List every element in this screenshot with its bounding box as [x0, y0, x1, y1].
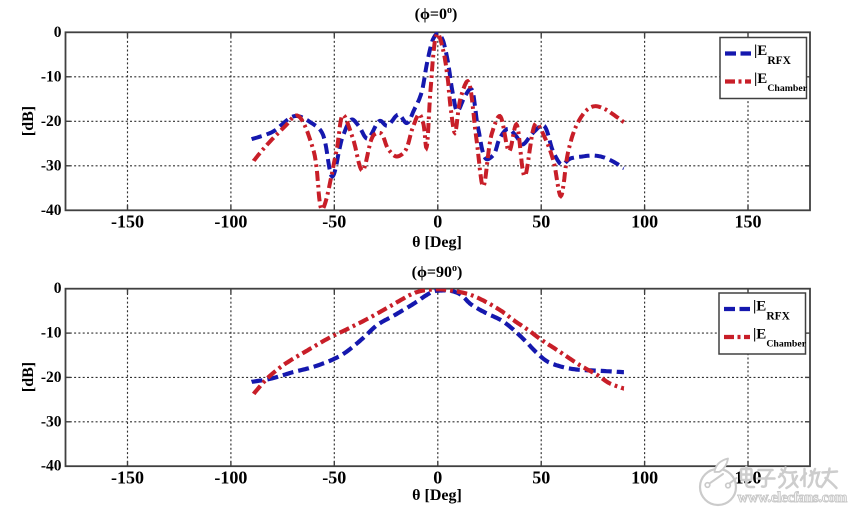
svg-text:-40: -40: [41, 202, 62, 219]
svg-text:θ [Deg]: θ [Deg]: [412, 487, 462, 504]
svg-text:-20: -20: [41, 369, 62, 386]
svg-text:150: 150: [735, 212, 762, 232]
svg-text:0: 0: [54, 24, 62, 41]
svg-text:(ϕ=90o): (ϕ=90o): [412, 263, 463, 281]
svg-text:0: 0: [433, 468, 442, 488]
svg-text:50: 50: [532, 468, 550, 488]
svg-text:100: 100: [631, 212, 658, 232]
svg-text:[dB]: [dB]: [20, 106, 37, 136]
svg-text:-10: -10: [41, 325, 62, 342]
svg-text:-30: -30: [41, 157, 62, 174]
svg-text:50: 50: [532, 212, 550, 232]
svg-text:www.elecfans.com: www.elecfans.com: [738, 490, 848, 506]
svg-text:-150: -150: [111, 468, 144, 488]
svg-text:0: 0: [433, 212, 442, 232]
svg-text:-20: -20: [41, 113, 62, 130]
svg-text:[dB]: [dB]: [20, 362, 37, 392]
svg-text:0: 0: [54, 280, 62, 297]
svg-text:-150: -150: [111, 212, 144, 232]
svg-text:-50: -50: [322, 468, 346, 488]
svg-text:100: 100: [631, 468, 658, 488]
svg-text:(ϕ=0o): (ϕ=0o): [415, 5, 458, 23]
svg-text:-40: -40: [41, 458, 62, 475]
svg-text:-10: -10: [41, 68, 62, 85]
svg-text:-100: -100: [214, 212, 247, 232]
svg-text:-50: -50: [322, 212, 346, 232]
svg-text:-100: -100: [214, 468, 247, 488]
svg-text:-30: -30: [41, 413, 62, 430]
svg-text:θ [Deg]: θ [Deg]: [412, 234, 462, 251]
